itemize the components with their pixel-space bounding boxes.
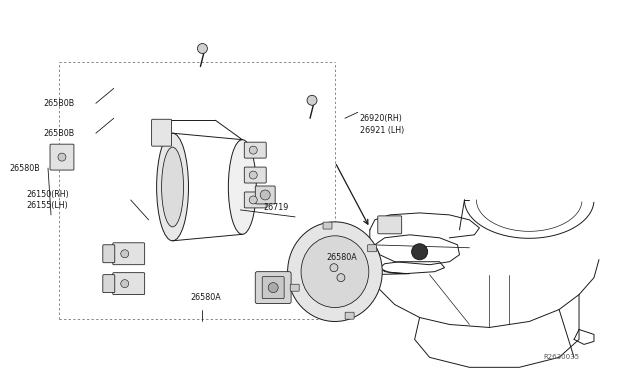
FancyBboxPatch shape — [244, 192, 266, 208]
Circle shape — [337, 274, 345, 282]
Circle shape — [249, 196, 257, 204]
Circle shape — [58, 153, 66, 161]
FancyBboxPatch shape — [50, 144, 74, 170]
Text: 26580B: 26580B — [9, 164, 40, 173]
Text: R2630035: R2630035 — [543, 355, 579, 360]
FancyBboxPatch shape — [152, 119, 172, 146]
FancyBboxPatch shape — [103, 275, 115, 293]
Circle shape — [121, 250, 129, 258]
FancyBboxPatch shape — [325, 256, 355, 286]
FancyBboxPatch shape — [290, 284, 299, 291]
Circle shape — [121, 280, 129, 288]
Text: 265B0B: 265B0B — [43, 99, 74, 108]
FancyBboxPatch shape — [244, 167, 266, 183]
FancyBboxPatch shape — [103, 245, 115, 263]
Circle shape — [249, 171, 257, 179]
Text: 26580A: 26580A — [326, 253, 356, 262]
Text: 26155(LH): 26155(LH) — [26, 201, 68, 211]
Text: 26150(RH): 26150(RH) — [26, 190, 69, 199]
Circle shape — [198, 44, 207, 54]
Ellipse shape — [287, 222, 382, 321]
Circle shape — [268, 283, 278, 293]
Ellipse shape — [228, 140, 256, 234]
Text: 265B0B: 265B0B — [43, 129, 74, 138]
FancyBboxPatch shape — [244, 142, 266, 158]
FancyBboxPatch shape — [262, 277, 284, 299]
FancyBboxPatch shape — [255, 186, 275, 204]
FancyBboxPatch shape — [378, 216, 402, 234]
Circle shape — [307, 95, 317, 105]
FancyBboxPatch shape — [323, 222, 332, 229]
Circle shape — [260, 190, 270, 200]
FancyBboxPatch shape — [113, 273, 145, 295]
Ellipse shape — [301, 236, 369, 308]
Circle shape — [330, 264, 338, 272]
FancyBboxPatch shape — [367, 245, 376, 252]
FancyBboxPatch shape — [345, 312, 354, 319]
Text: 26719: 26719 — [263, 203, 289, 212]
FancyBboxPatch shape — [113, 243, 145, 265]
Ellipse shape — [161, 147, 184, 227]
Ellipse shape — [157, 133, 189, 241]
Text: 26921 (LH): 26921 (LH) — [360, 126, 404, 135]
Text: 26580A: 26580A — [191, 293, 221, 302]
Text: 26920(RH): 26920(RH) — [360, 114, 403, 123]
Circle shape — [249, 146, 257, 154]
Circle shape — [412, 244, 428, 260]
FancyBboxPatch shape — [255, 272, 291, 304]
